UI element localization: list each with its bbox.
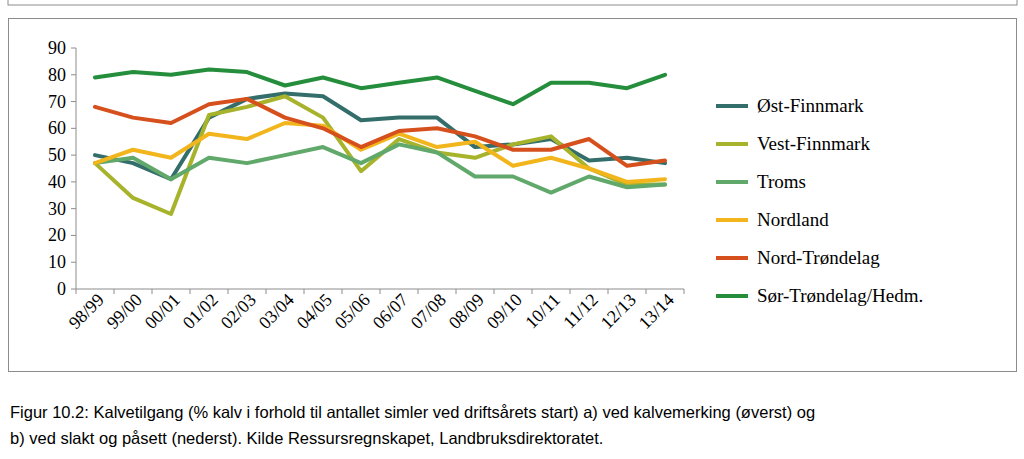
series-line bbox=[95, 69, 665, 104]
y-tick-label: 10 bbox=[48, 252, 66, 272]
x-tick bbox=[608, 289, 609, 294]
legend-label: Øst-Finnmark bbox=[757, 95, 864, 116]
x-tick bbox=[494, 289, 495, 294]
x-tick-label: 00/01 bbox=[141, 290, 184, 333]
x-tick-label: 99/00 bbox=[103, 290, 146, 333]
y-tick bbox=[71, 74, 76, 75]
x-tick-label: 10/11 bbox=[521, 290, 564, 333]
x-tick-label: 07/08 bbox=[407, 290, 450, 333]
legend-swatch bbox=[716, 104, 748, 108]
x-tick-label: 05/06 bbox=[331, 290, 374, 333]
y-tick bbox=[71, 262, 76, 263]
x-tick bbox=[418, 289, 419, 294]
y-tick bbox=[71, 155, 76, 156]
legend-swatch bbox=[716, 218, 748, 222]
legend-swatch bbox=[716, 142, 748, 146]
y-tick bbox=[71, 128, 76, 129]
chart-frame bbox=[9, 19, 1017, 372]
x-tick bbox=[570, 289, 571, 294]
x-tick-label: 98/99 bbox=[65, 290, 108, 333]
y-tick-label: 0 bbox=[57, 279, 66, 299]
caption: b) ved slakt og påsett (nederst). Kilde … bbox=[10, 429, 603, 447]
x-tick-label: 04/05 bbox=[293, 290, 336, 333]
y-tick bbox=[71, 235, 76, 236]
y-tick bbox=[71, 208, 76, 209]
y-tick-label: 70 bbox=[48, 92, 66, 112]
x-tick-label: 01/02 bbox=[179, 290, 222, 333]
legend-swatch bbox=[716, 256, 748, 260]
y-tick-label: 60 bbox=[48, 118, 66, 138]
y-tick bbox=[71, 101, 76, 102]
legend-label: Nordland bbox=[757, 209, 829, 230]
y-tick-label: 90 bbox=[48, 38, 66, 58]
x-tick bbox=[76, 289, 77, 294]
y-tick bbox=[71, 289, 76, 290]
x-tick-label: 06/07 bbox=[369, 290, 412, 333]
chart: 010203040506070809098/9999/0000/0101/020… bbox=[0, 0, 1024, 459]
y-tick-label: 80 bbox=[48, 65, 66, 85]
x-tick-label: 13/14 bbox=[635, 290, 678, 333]
x-tick bbox=[190, 289, 191, 294]
series-lines bbox=[95, 69, 665, 214]
x-tick-label: 09/10 bbox=[483, 290, 526, 333]
y-tick-label: 30 bbox=[48, 199, 66, 219]
y-axis-line bbox=[76, 48, 77, 289]
x-tick-label: 02/03 bbox=[217, 290, 260, 333]
previous-frame bbox=[8, 0, 1017, 5]
x-tick bbox=[532, 289, 533, 294]
y-tick-label: 40 bbox=[48, 172, 66, 192]
y-tick-label: 20 bbox=[48, 225, 66, 245]
caption: Figur 10.2: Kalvetilgang (% kalv i forho… bbox=[10, 403, 815, 421]
series-line bbox=[95, 96, 665, 214]
x-tick-label: 03/04 bbox=[255, 290, 298, 333]
legend: Øst-Finnmark Vest-Finnmark Troms Nordland No… bbox=[716, 95, 923, 306]
x-tick bbox=[380, 289, 381, 294]
x-tick bbox=[266, 289, 267, 294]
legend-swatch bbox=[716, 180, 748, 184]
x-tick bbox=[684, 289, 685, 294]
legend-label: Vest-Finnmark bbox=[757, 133, 870, 154]
x-tick-label: 08/09 bbox=[445, 290, 488, 333]
series-line bbox=[95, 123, 665, 182]
x-tick-label: 11/12 bbox=[559, 290, 602, 333]
x-tick bbox=[456, 289, 457, 294]
axes: 010203040506070809098/9999/0000/0101/020… bbox=[48, 38, 684, 333]
x-tick bbox=[342, 289, 343, 294]
y-tick bbox=[71, 48, 76, 49]
x-tick-label: 12/13 bbox=[597, 290, 640, 333]
x-tick bbox=[304, 289, 305, 294]
legend-label: Sør-Trøndelag/Hedm. bbox=[757, 285, 923, 306]
x-tick bbox=[152, 289, 153, 294]
series-line bbox=[95, 99, 665, 166]
x-tick bbox=[114, 289, 115, 294]
legend-label: Troms bbox=[757, 171, 806, 192]
x-tick bbox=[646, 289, 647, 294]
legend-label: Nord-Trøndelag bbox=[757, 247, 880, 268]
x-tick bbox=[228, 289, 229, 294]
y-tick-label: 50 bbox=[48, 145, 66, 165]
legend-swatch bbox=[716, 294, 748, 298]
y-tick bbox=[71, 181, 76, 182]
